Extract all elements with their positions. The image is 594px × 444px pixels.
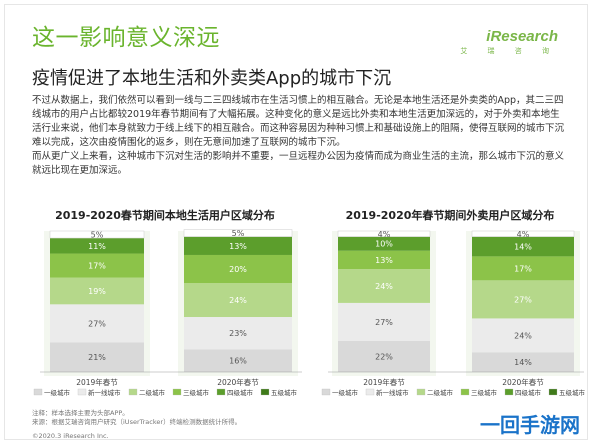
category-label: 2019年春节 bbox=[76, 377, 118, 387]
logo-wordmark: iResearch bbox=[486, 28, 558, 45]
bar-segment-一级城市 bbox=[338, 340, 430, 372]
data-label: 14% bbox=[514, 243, 532, 252]
bar-segment-三级城市 bbox=[184, 254, 292, 284]
bar-segment-一级城市 bbox=[184, 349, 292, 372]
bar-segment-二级城市 bbox=[472, 280, 574, 319]
data-label: 24% bbox=[375, 282, 393, 291]
bar-segment-五级城市 bbox=[49, 230, 145, 239]
category-label: 2020年春节 bbox=[502, 377, 544, 387]
data-label: 24% bbox=[229, 296, 247, 305]
legend-swatch bbox=[416, 388, 426, 396]
bar-segment-四级城市 bbox=[338, 236, 430, 251]
legend-label: 四级城市 bbox=[515, 388, 542, 397]
legend-label: 五级城市 bbox=[559, 388, 586, 397]
body-text: 不过从数据上，我们依然可以看到一线与二三四线城市在生活习惯上的相互融合。无论是本… bbox=[32, 94, 568, 178]
legend-swatch bbox=[128, 388, 138, 396]
legend-swatch bbox=[172, 388, 182, 396]
bar-segment-二级城市 bbox=[50, 277, 144, 305]
chart-2: 2019-2020年春节期间外卖用户区域分布22%27%24%13%10%4%2… bbox=[321, 208, 586, 397]
category-label: 2020年春节 bbox=[217, 377, 259, 387]
legend-label: 一级城市 bbox=[44, 388, 71, 397]
legend-swatch bbox=[216, 388, 226, 396]
data-label: 10% bbox=[375, 240, 393, 249]
footnote-line-1: 注释：样本选择主要为头部APP。 bbox=[32, 409, 129, 417]
footnote: 注释：样本选择主要为头部APP。 来源：根据艾瑞咨询用户研究（iUserTrac… bbox=[32, 409, 241, 427]
bar-segment-三级城市 bbox=[472, 256, 574, 281]
legend-label: 新一线城市 bbox=[88, 388, 121, 397]
legend-swatch bbox=[260, 388, 270, 396]
data-label: 4% bbox=[378, 230, 391, 239]
legend-label: 二级城市 bbox=[139, 388, 166, 397]
bar-segment-四级城市 bbox=[50, 238, 144, 254]
bar-segment-一级城市 bbox=[50, 342, 144, 372]
bar-segment-三级城市 bbox=[338, 250, 430, 270]
data-label: 27% bbox=[375, 318, 393, 327]
bar-segment-四级城市 bbox=[472, 236, 574, 257]
legend-swatch bbox=[33, 388, 43, 396]
legend-label: 三级城市 bbox=[471, 388, 498, 397]
bar-segment-一级城市 bbox=[472, 352, 574, 372]
data-label: 19% bbox=[88, 287, 106, 296]
bar-segment-五级城市 bbox=[471, 230, 575, 237]
legend-label: 三级城市 bbox=[183, 388, 210, 397]
data-label: 5% bbox=[91, 231, 104, 240]
data-label: 20% bbox=[229, 265, 247, 274]
chart-title: 2019-2020年春节期间外卖用户区域分布 bbox=[346, 208, 555, 222]
legend-swatch bbox=[321, 388, 331, 396]
legend-label: 一级城市 bbox=[332, 388, 359, 397]
bar-segment-新一线城市 bbox=[338, 302, 430, 341]
legend-swatch bbox=[77, 388, 87, 396]
data-label: 27% bbox=[88, 319, 106, 328]
paragraph-1: 不过从数据上，我们依然可以看到一线与二三四线城市在生活习惯上的相互融合。无论是本… bbox=[32, 95, 565, 148]
bar-segment-新一线城市 bbox=[472, 318, 574, 353]
legend-label: 四级城市 bbox=[227, 388, 254, 397]
legend-swatch bbox=[504, 388, 514, 396]
data-label: 17% bbox=[88, 262, 106, 271]
legend-swatch bbox=[460, 388, 470, 396]
data-label: 5% bbox=[232, 229, 245, 238]
logo-subtitle: 艾 瑞 咨 询 bbox=[460, 47, 558, 55]
chart-1: 2019-2020春节期间本地生活用户区域分布 21% 27% 19% 17% 11% 5%… bbox=[33, 208, 302, 397]
bar-segment-新一线城市 bbox=[184, 317, 292, 350]
headline: 这一影响意义深远 bbox=[32, 25, 220, 51]
page-frame bbox=[4, 4, 588, 440]
data-label: 22% bbox=[375, 352, 393, 361]
data-label: 4% bbox=[517, 230, 530, 239]
subhead: 疫情促进了本地生活和外卖类App的城市下沉 bbox=[32, 68, 392, 89]
bar-segment-新一线城市 bbox=[50, 304, 144, 343]
data-label: 23% bbox=[229, 329, 247, 338]
chart-title: 2019-2020春节期间本地生活用户区域分布 bbox=[55, 208, 275, 222]
copyright: ©2020.3 iResearch Inc. bbox=[32, 432, 109, 440]
data-label: 16% bbox=[229, 357, 247, 366]
legend-swatch bbox=[365, 388, 375, 396]
bar-segment-四级城市 bbox=[184, 236, 292, 255]
bar-segment-五级城市 bbox=[337, 230, 431, 237]
bar-segment-二级城市 bbox=[184, 283, 292, 318]
data-label: 24% bbox=[514, 331, 532, 340]
data-label: 17% bbox=[514, 264, 532, 273]
data-label: 27% bbox=[514, 295, 532, 304]
bar-segment-三级城市 bbox=[50, 253, 144, 278]
watermark: 一回手游网 bbox=[476, 409, 584, 438]
data-label: 11% bbox=[88, 242, 106, 251]
legend-label: 二级城市 bbox=[427, 388, 454, 397]
data-label: 13% bbox=[229, 242, 247, 251]
paragraph-2: 而从更广义上来看，这种城市下沉对生活的影响并不重要，一旦远程办公因为疫情而成为商… bbox=[32, 151, 565, 176]
bar-segment-五级城市 bbox=[183, 229, 293, 237]
legend-label: 新一线城市 bbox=[376, 388, 409, 397]
footnote-line-2: 来源：根据艾瑞咨询用户研究（iUserTracker）终端检测数据统计所得。 bbox=[32, 418, 242, 426]
category-label: 2019年春节 bbox=[363, 377, 405, 387]
legend-label: 五级城市 bbox=[271, 388, 298, 397]
legend-swatch bbox=[548, 388, 558, 396]
data-label: 13% bbox=[375, 256, 393, 265]
iresearch-logo: iResearch 艾 瑞 咨 询 bbox=[460, 28, 558, 56]
data-label: 21% bbox=[88, 353, 106, 362]
bar-segment-二级城市 bbox=[338, 269, 430, 303]
data-label: 14% bbox=[514, 358, 532, 367]
